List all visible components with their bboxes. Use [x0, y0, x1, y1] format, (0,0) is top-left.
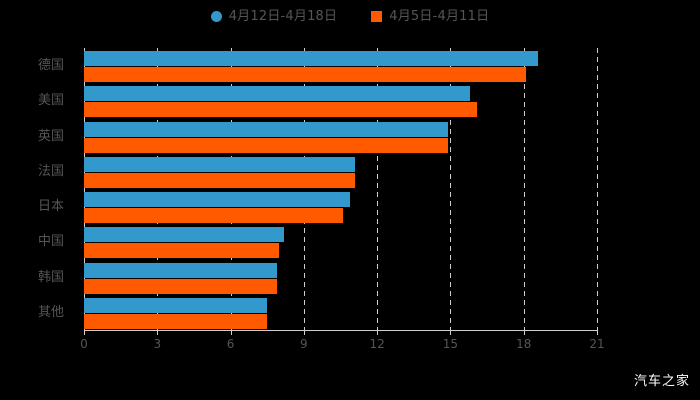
y-axis-category-label: 韩国	[37, 269, 64, 285]
y-axis-category-label: 美国	[37, 93, 64, 109]
bar-group	[84, 154, 597, 189]
gridline	[377, 48, 379, 330]
gridline	[597, 48, 598, 330]
bar-group	[84, 224, 597, 259]
bar[interactable]	[84, 262, 277, 278]
y-axis-category-label: 日本	[37, 199, 64, 215]
y-axis-category-label: 法国	[37, 163, 64, 179]
x-axis-tick	[597, 330, 598, 335]
legend-label-series-a: 4月12日-4月18日	[228, 9, 338, 24]
y-axis-category-label: 德国	[37, 58, 64, 74]
bar[interactable]	[84, 192, 351, 207]
x-axis-tick-label: 21	[589, 337, 605, 351]
bar[interactable]	[84, 172, 356, 188]
bar-group	[84, 189, 597, 224]
legend-label-series-b: 4月5日-4月11日	[389, 9, 490, 24]
x-axis-tick-label: 15	[442, 337, 459, 351]
bar[interactable]	[84, 313, 268, 329]
bar[interactable]	[84, 86, 470, 102]
x-axis-tick	[230, 330, 232, 335]
legend-item-series-a[interactable]: 4月12日-4月18日	[210, 9, 338, 24]
bar-group	[84, 295, 597, 330]
legend-marker-square-icon	[371, 11, 383, 22]
y-axis-category-label: 英国	[37, 128, 64, 144]
y-axis-category-label: 其他	[37, 304, 64, 320]
watermark: 汽车之家	[633, 374, 690, 389]
y-axis-category-label: 中国	[37, 234, 64, 250]
x-axis-tick	[157, 330, 159, 335]
bar-group	[84, 83, 597, 118]
gridline	[303, 48, 305, 330]
x-axis-tick-label: 6	[226, 337, 235, 351]
chart-legend: 4月12日-4月18日 4月5日-4月11日	[0, 10, 700, 23]
bar[interactable]	[84, 156, 356, 172]
bar[interactable]	[84, 137, 448, 153]
x-axis-tick	[303, 330, 305, 335]
legend-item-series-b[interactable]: 4月5日-4月11日	[371, 10, 489, 23]
x-axis-tick	[84, 330, 85, 335]
gridline	[450, 48, 452, 330]
bar[interactable]	[84, 297, 268, 313]
bar[interactable]	[84, 121, 448, 137]
gridline	[84, 48, 85, 330]
plot-area	[84, 48, 598, 330]
bar[interactable]	[84, 227, 285, 243]
legend-marker-circle-icon	[210, 11, 222, 22]
bar[interactable]	[84, 102, 478, 118]
x-axis-tick	[377, 330, 379, 335]
gridline	[523, 48, 525, 330]
bar-group	[84, 48, 597, 83]
bar[interactable]	[84, 51, 539, 66]
bar[interactable]	[84, 208, 343, 223]
x-axis: 0 3 6 9 12 15 18 21	[80, 330, 605, 350]
bar[interactable]	[84, 278, 277, 294]
bar-group	[84, 119, 597, 154]
bar-group	[84, 260, 597, 295]
x-axis-tick-label: 18	[516, 337, 532, 351]
x-axis-tick	[523, 330, 525, 335]
x-axis-tick	[450, 330, 452, 335]
gridline	[230, 48, 232, 330]
x-axis-tick-label: 0	[80, 337, 88, 351]
bar[interactable]	[84, 67, 527, 82]
y-axis-labels: 德国美国英国法国日本中国韩国其他	[0, 48, 74, 330]
x-axis-tick-label: 9	[300, 337, 308, 351]
x-axis-tick-label: 12	[369, 337, 385, 351]
gridline	[157, 48, 159, 330]
x-axis-tick-label: 3	[153, 337, 162, 351]
bar[interactable]	[84, 243, 280, 259]
